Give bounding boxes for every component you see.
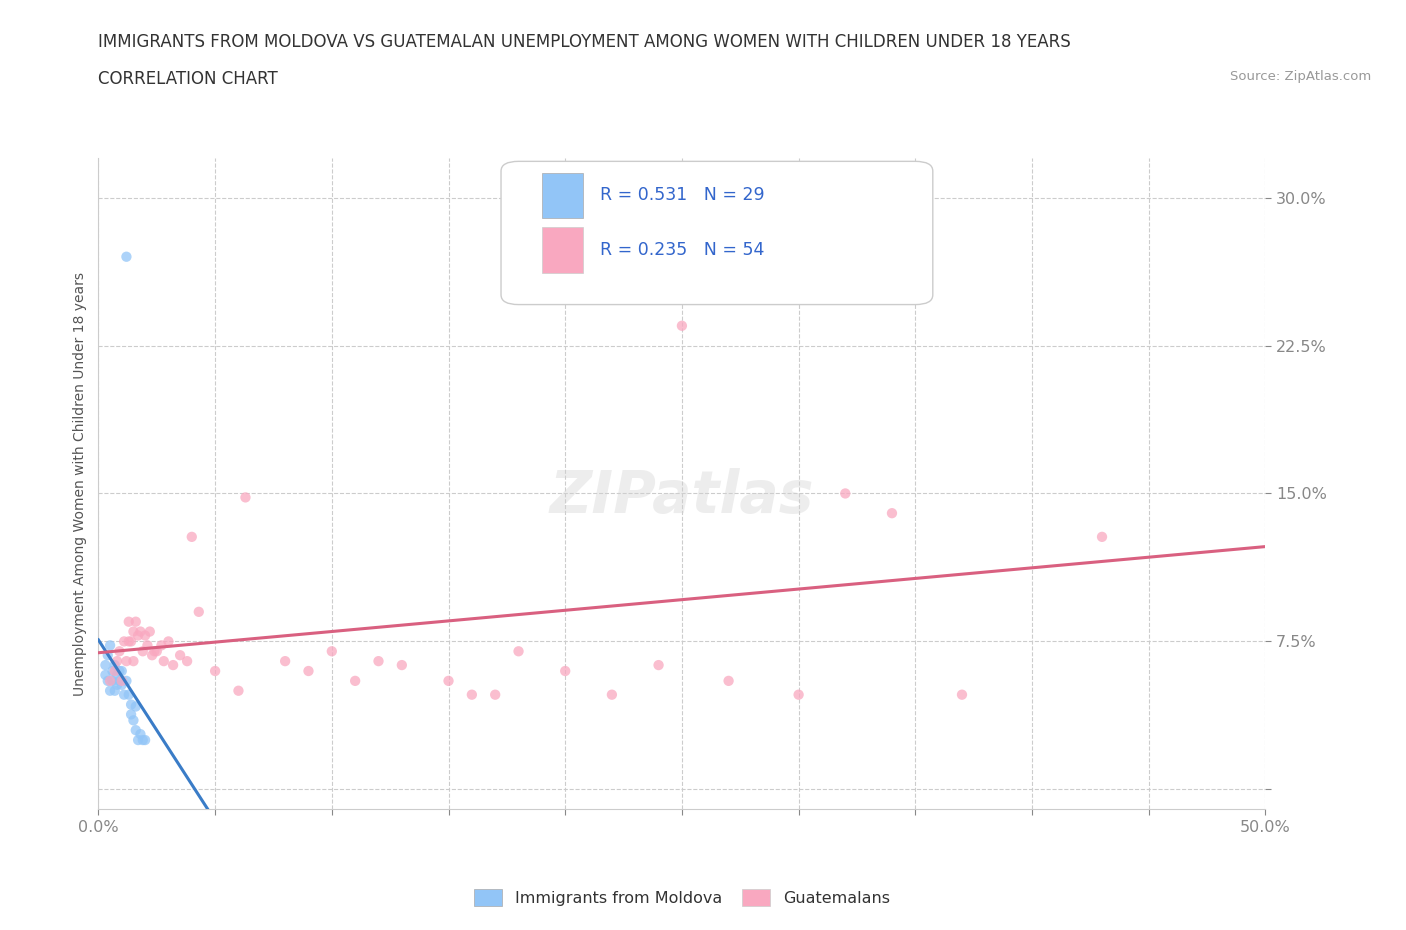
Point (146, 644, 169, 658)
Point (204, 664, 226, 679)
Text: ZIPatlas: ZIPatlas (550, 468, 814, 525)
Point (132, 733, 155, 748)
Point (112, 634, 135, 649)
Point (437, 673, 460, 688)
Point (274, 654, 297, 669)
FancyBboxPatch shape (501, 162, 932, 305)
Point (180, 529, 202, 544)
Point (157, 634, 180, 649)
Point (169, 648, 191, 663)
Point (105, 677, 128, 692)
Point (162, 658, 184, 672)
Point (118, 614, 141, 629)
Point (101, 664, 124, 679)
Point (105, 668, 128, 683)
Point (554, 664, 576, 679)
Text: IMMIGRANTS FROM MOLDOVA VS GUATEMALAN UNEMPLOYMENT AMONG WOMEN WITH CHILDREN UND: IMMIGRANTS FROM MOLDOVA VS GUATEMALAN UN… (98, 33, 1071, 50)
Point (834, 486, 856, 501)
Point (111, 664, 134, 679)
Point (122, 654, 145, 669)
FancyBboxPatch shape (541, 173, 582, 219)
Point (105, 654, 128, 669)
Point (108, 664, 131, 679)
Legend: Immigrants from Moldova, Guatemalans: Immigrants from Moldova, Guatemalans (467, 883, 897, 912)
Point (120, 707, 142, 722)
Point (98, 638, 121, 653)
Point (152, 654, 174, 669)
Point (108, 673, 131, 688)
Text: R = 0.235   N = 54: R = 0.235 N = 54 (600, 241, 765, 259)
Point (141, 648, 163, 663)
Point (228, 684, 250, 698)
Point (554, 259, 576, 274)
Point (132, 644, 155, 658)
Point (104, 658, 127, 672)
Point (98, 684, 121, 698)
Point (484, 687, 506, 702)
Point (94, 658, 117, 672)
Y-axis label: Unemployment Among Women with Children Under 18 years: Unemployment Among Women with Children U… (73, 272, 87, 696)
Point (235, 490, 257, 505)
Point (111, 673, 134, 688)
Point (139, 624, 162, 639)
Point (129, 726, 152, 741)
Point (94, 668, 117, 683)
Point (125, 614, 148, 629)
Point (115, 249, 138, 264)
Point (508, 644, 530, 658)
Point (787, 687, 810, 702)
Point (321, 644, 343, 658)
Point (111, 677, 134, 692)
Point (118, 687, 141, 702)
Point (1091, 529, 1114, 544)
Text: CORRELATION CHART: CORRELATION CHART (98, 70, 278, 87)
Text: Source: ZipAtlas.com: Source: ZipAtlas.com (1230, 70, 1371, 83)
Point (115, 654, 138, 669)
Point (108, 644, 131, 658)
Point (115, 673, 138, 688)
Point (717, 673, 740, 688)
Point (104, 684, 127, 698)
Point (950, 687, 973, 702)
Point (187, 604, 209, 619)
Point (122, 624, 145, 639)
Point (134, 733, 156, 748)
Point (647, 658, 669, 672)
Point (143, 644, 166, 658)
Point (134, 628, 156, 643)
FancyBboxPatch shape (541, 227, 582, 272)
Point (97, 648, 120, 663)
Point (880, 506, 903, 521)
Point (125, 699, 148, 714)
Point (120, 698, 142, 712)
Point (129, 624, 152, 639)
Point (136, 638, 159, 653)
Point (112, 687, 135, 702)
Point (127, 628, 149, 643)
Point (461, 687, 484, 702)
Point (118, 634, 141, 649)
Text: R = 0.531   N = 29: R = 0.531 N = 29 (600, 186, 765, 205)
Point (101, 673, 124, 688)
Point (344, 673, 367, 688)
Point (98, 673, 121, 688)
Point (97, 673, 120, 688)
Point (600, 687, 623, 702)
Point (391, 658, 413, 672)
Point (127, 733, 149, 748)
Point (176, 654, 198, 669)
Point (120, 634, 142, 649)
Point (671, 318, 693, 333)
Point (367, 654, 389, 669)
Point (150, 638, 173, 653)
Point (104, 664, 127, 679)
Point (122, 713, 145, 728)
Point (297, 664, 319, 679)
Point (125, 723, 148, 737)
